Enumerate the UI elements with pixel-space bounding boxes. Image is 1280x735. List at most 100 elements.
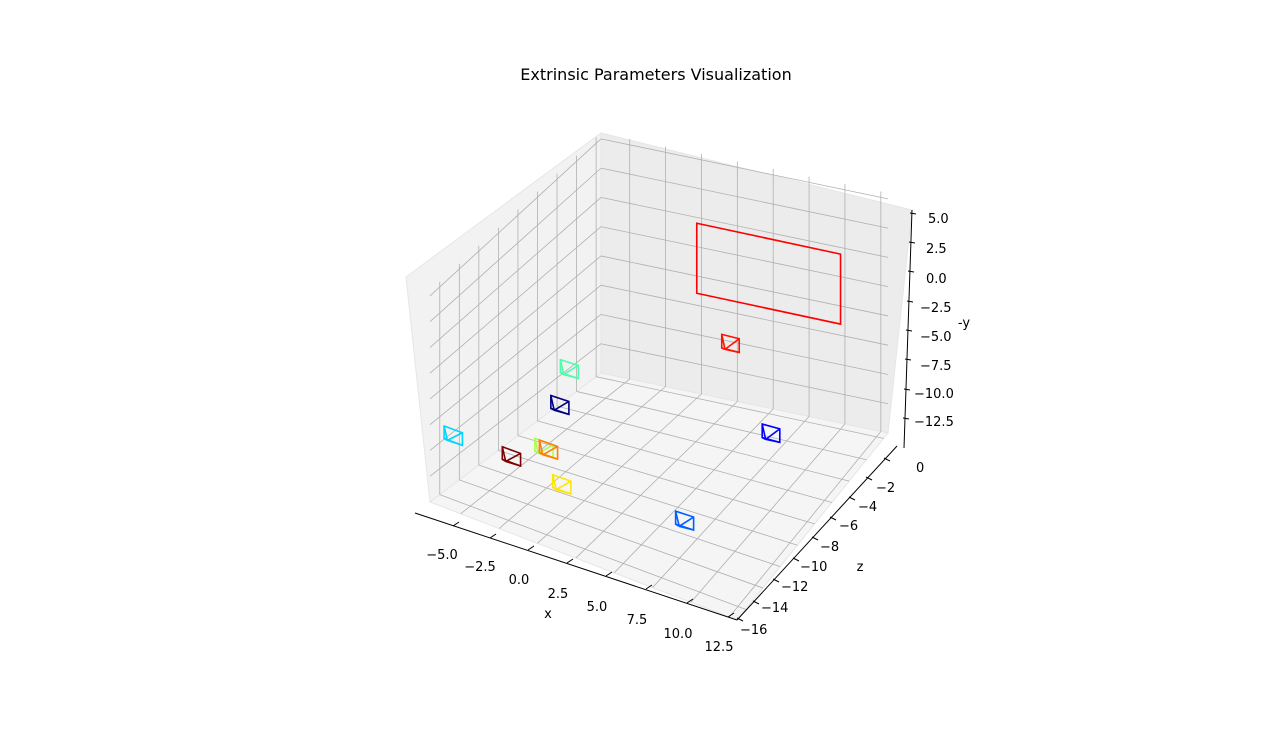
z-tick-mark [904, 358, 912, 361]
camera-1 [761, 423, 781, 444]
camera-frustum-edge [559, 371, 565, 376]
camera-frustum-edge [443, 425, 449, 441]
x-tick-mark [452, 521, 460, 527]
camera-frustum-edge [761, 423, 767, 440]
x-tick-label: 10.0 [664, 627, 693, 642]
z-axis-ticks: 5.0 2.5 0.0 −2.5 −5.0 −7.5 −10.0 −12.5 [902, 212, 954, 430]
y-grid-line [498, 450, 798, 546]
camera-frustum-edge [551, 474, 557, 490]
y-tick-label: −12 [781, 580, 808, 595]
camera-frustum-edge [563, 364, 579, 376]
y-grid-line [459, 479, 764, 589]
x-tick-label: 0.0 [509, 573, 530, 588]
z-grid-line [600, 284, 889, 346]
camera-frustum-edge [674, 510, 680, 527]
z-tick-mark [907, 270, 915, 273]
camera-frustum-edge [550, 407, 555, 411]
x-grid-line [690, 423, 846, 603]
z-grid-line [429, 343, 602, 477]
z-tick-label: 0.0 [926, 272, 947, 287]
z-tick-mark [903, 388, 911, 391]
y-axis-title: z [857, 560, 864, 575]
camera-2 [674, 510, 695, 532]
y-tick-label: −4 [858, 500, 877, 515]
z-grid-line [429, 138, 602, 297]
y-grid-line [439, 494, 746, 610]
z-tick-label: −2.5 [920, 301, 952, 316]
camera-frustum-edge [724, 348, 740, 354]
z-axis-line [903, 209, 913, 449]
x-tick-label: 5.0 [587, 600, 608, 615]
z-grid-line [600, 314, 889, 375]
camera-frustum-edge [559, 359, 565, 375]
camera-frustum-edge [542, 454, 558, 460]
y-tick-label: −14 [761, 601, 788, 616]
camera-frustum-edge [552, 486, 557, 491]
z-tick-mark [905, 329, 913, 332]
z-grid-line [429, 284, 602, 426]
y-grid-line [556, 405, 850, 482]
camera-frustum-edge [537, 444, 554, 454]
camera-4 [559, 358, 580, 380]
camera-frustum-edge [447, 439, 463, 447]
x-tick-mark [566, 558, 574, 564]
camera-frustum-edge [505, 460, 521, 467]
y-axis-line [736, 445, 898, 621]
x-tick-label: −5.0 [426, 548, 458, 563]
x-tick-mark [686, 598, 694, 604]
y-tick-label: 0 [916, 461, 924, 476]
z-tick-label: 2.5 [926, 242, 947, 257]
z-tick-mark [906, 300, 914, 303]
camera-frustum-edge [534, 438, 540, 454]
z-axis-title: -y [958, 316, 970, 331]
y-tick-label: −2 [876, 481, 895, 496]
camera-frustum-edge [765, 438, 780, 444]
x-grid-line [729, 431, 882, 618]
x-axis-ticks: −5.0 −2.5 0.0 2.5 5.0 7.5 10.0 12.5 [426, 521, 735, 655]
camera-frustum-edge [542, 445, 558, 456]
z-grid-line [429, 255, 602, 400]
y-grid-line [537, 420, 833, 503]
calibration-board [695, 222, 842, 326]
y-axis-ticks: 0 −2 −4 −6 −8 −10 −12 −14 −16 [736, 457, 924, 638]
camera-frustum-edge [675, 523, 680, 527]
camera-frustum-edge [720, 334, 726, 350]
y-grid-line [478, 464, 781, 567]
y-tick-label: −10 [800, 560, 827, 575]
y-tick-mark [811, 536, 819, 541]
x-tick-mark [645, 584, 653, 590]
camera-frustum-edge [555, 480, 572, 491]
camera-frustum-edge [501, 446, 507, 462]
camera-frustum-edge [505, 452, 521, 463]
camera-frustum-edge [538, 439, 544, 455]
x-grid-line [652, 416, 810, 588]
y-tick-mark [829, 516, 837, 521]
z-grid-line [429, 197, 602, 348]
camera-frustum-edge [563, 373, 579, 380]
y-tick-mark [883, 457, 891, 462]
camera-frustum-edge [761, 436, 767, 441]
x-tick-label: 2.5 [548, 587, 569, 602]
floor-pane [428, 372, 889, 621]
camera-frustum-edge [678, 516, 695, 527]
z-grid-line [429, 226, 602, 374]
x-tick-mark [727, 612, 735, 618]
camera-frustum-edge [721, 347, 726, 351]
z-grid-line [600, 343, 889, 405]
chart-title: Extrinsic Parameters Visualization [520, 65, 791, 84]
x-tick-mark [527, 545, 535, 551]
camera-9 [501, 445, 522, 468]
x-tick-label: −2.5 [464, 560, 496, 575]
x-grid-line [537, 393, 702, 544]
z-tick-label: −12.5 [914, 415, 954, 430]
z-grid-line [600, 138, 889, 200]
y-grid-line [517, 435, 815, 525]
z-tick-label: −7.5 [920, 359, 952, 374]
z-tick-label: 5.0 [928, 212, 949, 227]
y-tick-mark [752, 600, 760, 605]
camera-frustum-edge [553, 400, 570, 411]
camera-frustum-edge [538, 452, 544, 456]
camera-frustum-edge [724, 338, 740, 351]
